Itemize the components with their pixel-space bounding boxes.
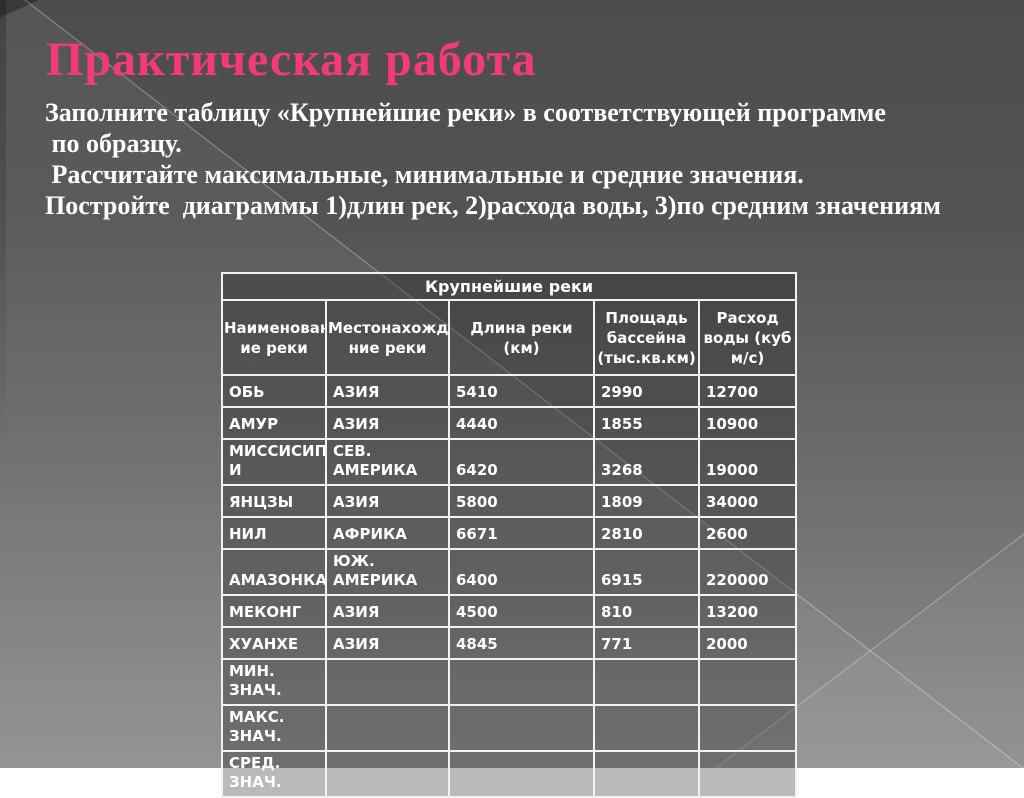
column-header: Местонахожде ние реки — [325, 299, 450, 376]
left-edge-shadow-decoration — [0, 0, 6, 470]
table-cell: 5800 — [448, 484, 595, 518]
table-row: МАКС. ЗНАЧ. — [221, 704, 798, 752]
table-cell: 1809 — [593, 484, 700, 518]
table-cell: 4440 — [448, 406, 595, 440]
table-cell: ЮЖ. АМЕРИКА — [325, 548, 450, 596]
table-cell: МИН. ЗНАЧ. — [221, 658, 327, 706]
table-cell: АФРИКА — [325, 516, 450, 550]
table-row: НИЛ АФРИКА 6671 2810 2600 — [221, 516, 798, 550]
slide-title: Практическая работа — [46, 33, 537, 86]
table-cell: 10900 — [697, 406, 798, 440]
table-cell: МАКС. ЗНАЧ. — [221, 704, 327, 752]
table-cell: АЗИЯ — [325, 626, 450, 660]
table-cell: НИЛ — [221, 516, 327, 550]
table-row: ОБЬ АЗИЯ 5410 2990 12700 — [221, 374, 798, 408]
table-cell: 6420 — [448, 438, 595, 486]
table-cell — [593, 704, 700, 752]
table-row: ЯНЦЗЫ АЗИЯ 5800 1809 34000 — [221, 484, 798, 518]
table-cell: 13200 — [697, 594, 798, 628]
table-cell: АЗИЯ — [325, 484, 450, 518]
table-cell — [697, 750, 798, 798]
table-cell: СРЕД. ЗНАЧ. — [221, 750, 327, 798]
table-cell: 34000 — [697, 484, 798, 518]
table-cell: 12700 — [697, 374, 798, 408]
table-cell — [697, 704, 798, 752]
table-cell: АЗИЯ — [325, 594, 450, 628]
table-cell: 220000 — [697, 548, 798, 596]
table-cell — [448, 704, 595, 752]
table-cell — [325, 704, 450, 752]
table-cell: 4845 — [448, 626, 595, 660]
table-cell — [325, 658, 450, 706]
table-cell: 6671 — [448, 516, 595, 550]
table-row: МЕКОНГ АЗИЯ 4500 810 13200 — [221, 594, 798, 628]
table-cell: АЗИЯ — [325, 406, 450, 440]
table-cell: 19000 — [697, 438, 798, 486]
table-cell — [593, 750, 700, 798]
table-row: МИССИСИП И СЕВ. АМЕРИКА 6420 3268 19000 — [221, 438, 798, 486]
table-head: Крупнейшие реки Наименован ие реки Место… — [220, 272, 798, 376]
table-cell — [448, 750, 595, 798]
table-cell: 771 — [593, 626, 700, 660]
table-cell: ЯНЦЗЫ — [221, 484, 327, 518]
table-body: ОБЬ АЗИЯ 5410 2990 12700 АМУР АЗИЯ 4440 1855 1090… — [221, 374, 798, 798]
table-title-row: Крупнейшие реки — [220, 272, 798, 301]
rivers-table: Крупнейшие реки Наименован ие реки Место… — [220, 272, 798, 798]
table-cell: 810 — [593, 594, 700, 628]
table-cell — [697, 658, 798, 706]
table-cell: МИССИСИП И — [221, 438, 327, 486]
column-header: Площадь бассейна (тыс.кв.км) — [593, 299, 700, 376]
table-row: АМУР АЗИЯ 4440 1855 10900 — [221, 406, 798, 440]
table-row: АМАЗОНКА ЮЖ. АМЕРИКА 6400 6915 220000 — [221, 548, 798, 596]
column-header-row: Наименован ие реки Местонахожде ние реки… — [221, 299, 798, 376]
slide-instructions-text: Заполните таблицу «Крупнейшие реки» в со… — [45, 98, 941, 220]
table-cell: МЕКОНГ — [221, 594, 327, 628]
column-header: Расход воды (куб м/с) — [697, 299, 798, 376]
table-cell: СЕВ. АМЕРИКА — [325, 438, 450, 486]
table-cell: 5410 — [448, 374, 595, 408]
table-row: МИН. ЗНАЧ. — [221, 658, 798, 706]
table-cell: 6915 — [593, 548, 700, 596]
table-cell: ХУАНХЕ — [221, 626, 327, 660]
table-cell: АЗИЯ — [325, 374, 450, 408]
table-cell: 1855 — [593, 406, 700, 440]
table-cell: 2990 — [593, 374, 700, 408]
table-cell: АМУР — [221, 406, 327, 440]
table-cell: 2600 — [697, 516, 798, 550]
table-cell — [325, 750, 450, 798]
table-cell: ОБЬ — [221, 374, 327, 408]
table-cell: 3268 — [593, 438, 700, 486]
table-row: СРЕД. ЗНАЧ. — [221, 750, 798, 798]
table-cell: 6400 — [448, 548, 595, 596]
table-cell: АМАЗОНКА — [221, 548, 327, 596]
table-cell: 4500 — [448, 594, 595, 628]
table-cell: 2000 — [697, 626, 798, 660]
table-cell: 2810 — [593, 516, 700, 550]
column-header: Наименован ие реки — [221, 299, 327, 376]
column-header: Длина реки (км) — [448, 299, 595, 376]
table-title: Крупнейшие реки — [220, 272, 798, 301]
table-row: ХУАНХЕ АЗИЯ 4845 771 2000 — [221, 626, 798, 660]
table-cell — [448, 658, 595, 706]
table-cell — [593, 658, 700, 706]
